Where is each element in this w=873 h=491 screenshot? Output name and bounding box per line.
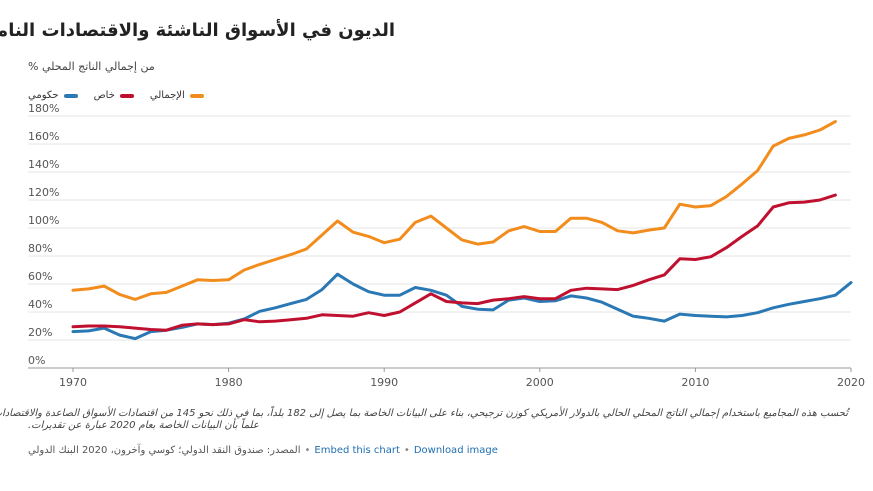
legend-swatch-private bbox=[119, 93, 134, 98]
download-image-link[interactable]: Download image bbox=[413, 445, 498, 456]
y-tick-label: 40% bbox=[28, 298, 52, 311]
x-tick-label: 2020 bbox=[837, 376, 865, 389]
legend-swatch-government bbox=[63, 93, 78, 98]
y-tick-label: 60% bbox=[28, 270, 52, 283]
legend-label-total: الإجمالي bbox=[149, 90, 185, 101]
source-text: المصدر: صندوق النقد الدولي؛ كوسي وآخرون،… bbox=[28, 445, 301, 456]
chart-subtitle: من إجمالي الناتج المحلي % bbox=[28, 60, 155, 73]
chart-footer: المصدر: صندوق النقد الدولي؛ كوسي وآخرون،… bbox=[28, 445, 498, 456]
legend-label-private: خاص bbox=[93, 90, 115, 101]
legend-label-government: حكومي bbox=[28, 90, 59, 101]
legend: حكومي خاص الإجمالي bbox=[28, 90, 204, 101]
x-tick-label: 2010 bbox=[681, 376, 709, 389]
y-tick-label: 180% bbox=[28, 102, 59, 115]
embed-chart-link[interactable]: Embed this chart bbox=[314, 445, 400, 456]
y-tick-label: 120% bbox=[28, 186, 59, 199]
note-line-1: تُحسب هذه المجاميع باستخدام إجمالي النات… bbox=[0, 408, 848, 419]
y-tick-label: 100% bbox=[28, 214, 59, 227]
x-tick-label: 2000 bbox=[526, 376, 554, 389]
chart-title: الديون في الأسواق الناشئة والاقتصادات ال… bbox=[0, 20, 395, 41]
legend-swatch-total bbox=[189, 93, 204, 98]
chart-notes: تُحسب هذه المجاميع باستخدام إجمالي النات… bbox=[0, 408, 848, 432]
line-chart: 0% 20% 40% 60% 80% 100% 120% 140% 160% 180% 1970 19… bbox=[28, 102, 865, 389]
series-line-total bbox=[71, 120, 837, 301]
note-line-2: علماً بأن البيانات الخاصة بعام 2020 عبار… bbox=[28, 420, 259, 431]
y-tick-label: 20% bbox=[28, 326, 52, 339]
x-tick-label: 1980 bbox=[215, 376, 243, 389]
legend-item-private[interactable]: خاص bbox=[94, 90, 134, 101]
legend-item-government[interactable]: حكومي bbox=[28, 90, 78, 101]
x-tick-label: 1970 bbox=[59, 376, 87, 389]
series-line-private bbox=[71, 193, 837, 332]
x-tick-label: 1990 bbox=[370, 376, 398, 389]
legend-item-total[interactable]: الإجمالي bbox=[150, 90, 204, 101]
footer-separator: • bbox=[304, 445, 311, 456]
y-tick-label: 140% bbox=[28, 158, 59, 171]
y-tick-label: 0% bbox=[28, 354, 45, 367]
footer-separator: • bbox=[403, 445, 410, 456]
y-tick-label: 160% bbox=[28, 130, 59, 143]
y-tick-label: 80% bbox=[28, 242, 52, 255]
